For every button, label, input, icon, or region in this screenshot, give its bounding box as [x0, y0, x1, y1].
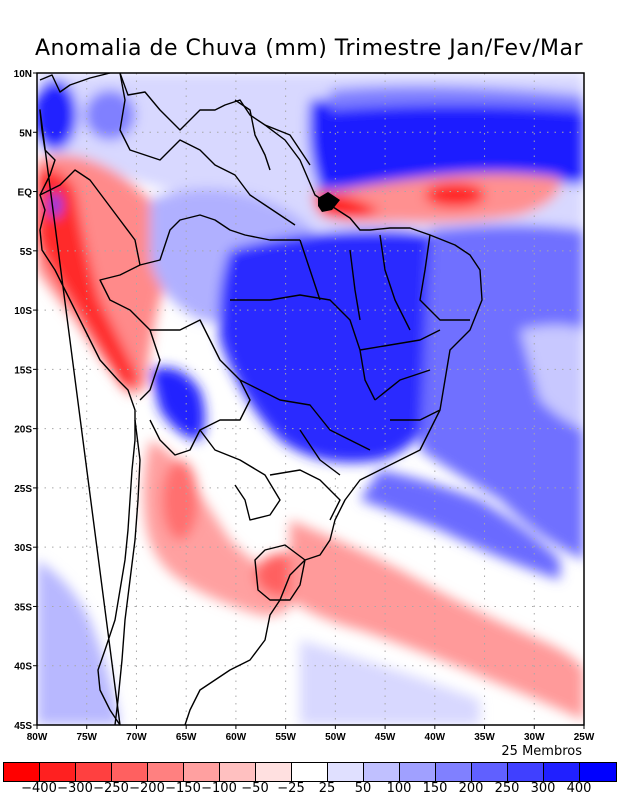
y-tick-label: 45S	[14, 721, 32, 732]
plot-frame	[36, 72, 585, 726]
colorbar-swatch	[400, 763, 436, 781]
border-brazil-states-4	[359, 329, 441, 421]
colorbar-swatch	[40, 763, 76, 781]
x-tick-label: 65W	[176, 732, 197, 743]
colorbar-swatch	[544, 763, 580, 781]
x-tick-label: 80W	[27, 732, 48, 743]
colorbar-labels: −400 −300 −250 −200 −150 −100 −50 −25 25 50 100 150…	[0, 781, 618, 799]
y-tick-label: 40S	[14, 662, 32, 673]
x-tick-label: 45W	[375, 732, 396, 743]
border-brazil-states-2	[299, 234, 470, 331]
colorbar-swatch	[364, 763, 400, 781]
colorbar-label: −100	[201, 781, 237, 796]
colorbar-label: −25	[277, 781, 305, 796]
x-axis: 80W 75W 70W 65W 60W 55W 50W 45W 40W 35W 30W 25W	[27, 725, 595, 743]
colorbar-label: 25	[318, 781, 336, 796]
colorbar-swatch	[328, 763, 364, 781]
colorbar-label: −300	[57, 781, 93, 796]
colorbar-swatch	[508, 763, 544, 781]
x-tick-label: 35W	[474, 732, 495, 743]
y-tick-label: 25S	[14, 484, 32, 495]
x-tick-label: 55W	[275, 732, 296, 743]
border-colombia-venezuela	[119, 73, 296, 226]
colorbar-swatch	[184, 763, 220, 781]
colorbar-swatch	[256, 763, 292, 781]
border-ecuador-peru	[39, 169, 141, 266]
colorbar-label: −150	[165, 781, 201, 796]
colorbar-swatch	[112, 763, 148, 781]
y-tick-label: 15S	[14, 365, 32, 376]
colorbar-swatch	[4, 763, 40, 781]
x-tick-label: 25W	[574, 732, 595, 743]
colorbar-swatch	[220, 763, 256, 781]
x-tick-label: 30W	[524, 732, 545, 743]
field-south-atlantic-wet	[420, 225, 584, 560]
colorbar-label: 400	[566, 781, 592, 796]
border-colombia-brazil	[139, 214, 300, 266]
y-tick-label: 5S	[20, 247, 33, 258]
y-tick-label: 5N	[19, 128, 32, 139]
grid-lines	[37, 73, 584, 725]
colorbar-swatch	[148, 763, 184, 781]
colorbar-label: −50	[241, 781, 269, 796]
colorbar-swatch	[76, 763, 112, 781]
field-south-atlantic-dry	[290, 520, 584, 720]
coastlines	[39, 73, 483, 725]
border-bolivia	[149, 319, 251, 456]
field-southeast-wet	[360, 470, 560, 580]
x-tick-label: 70W	[126, 732, 147, 743]
members-label: 25 Membros	[501, 744, 582, 759]
y-tick-label: 10N	[14, 69, 32, 80]
x-tick-label: 75W	[76, 732, 97, 743]
colorbar-label: 250	[494, 781, 520, 796]
colorbar-label: −200	[129, 781, 165, 796]
colorbar-label: 200	[458, 781, 484, 796]
border-brazil-states-1	[230, 294, 376, 401]
colorbar-label: 150	[422, 781, 448, 796]
y-tick-label: 20S	[14, 425, 32, 436]
field-nw-argentina-dry	[162, 460, 198, 540]
colorbar-label: 300	[530, 781, 556, 796]
border-argentina-chile	[114, 419, 141, 725]
chart-title: Anomalia de Chuva (mm) Trimestre Jan/Fev…	[34, 36, 584, 61]
field-south-atlantic-wet-edge	[520, 325, 584, 430]
field-colombia-wet	[37, 80, 77, 150]
field-central-brazil-wet	[218, 230, 480, 463]
colorbar-label: −250	[93, 781, 129, 796]
border-peru-brazil	[99, 264, 161, 401]
border-guianas	[234, 99, 311, 171]
colorbar-label: 50	[354, 781, 372, 796]
colorbar-label: −400	[21, 781, 57, 796]
y-axis: 10N 5N EQ 5S 10S 15S 20S 25S 30S 35S 40S 45S	[14, 69, 37, 732]
y-tick-label: 35S	[14, 602, 32, 613]
field-equatorial-dry-core	[425, 183, 485, 207]
field-peru-coast-dry	[37, 169, 140, 390]
colorbar-label: 100	[386, 781, 412, 796]
x-tick-label: 50W	[325, 732, 346, 743]
colorbar-swatch	[436, 763, 472, 781]
amazon-delta	[318, 192, 340, 212]
field-venezuela-wet	[85, 90, 135, 140]
coastline-south-america	[39, 73, 483, 725]
colorbar-swatch	[472, 763, 508, 781]
field-bolivia-wet	[150, 367, 205, 440]
colorbar-swatch	[292, 763, 328, 781]
border-paraguay	[199, 429, 281, 521]
y-tick-label: 30S	[14, 543, 32, 554]
y-tick-label: 10S	[14, 306, 32, 317]
colorbar-swatch	[580, 763, 616, 781]
field-north-atlantic-wet	[308, 98, 584, 190]
x-tick-label: 40W	[425, 732, 446, 743]
anomaly-field	[37, 73, 584, 725]
border-brazil-states-3	[239, 379, 371, 521]
field-north-atlantic-wet-edge	[330, 86, 584, 110]
x-tick-label: 60W	[226, 732, 247, 743]
border-uruguay	[254, 544, 306, 601]
colorbar	[3, 762, 617, 782]
y-tick-label: EQ	[18, 188, 33, 199]
